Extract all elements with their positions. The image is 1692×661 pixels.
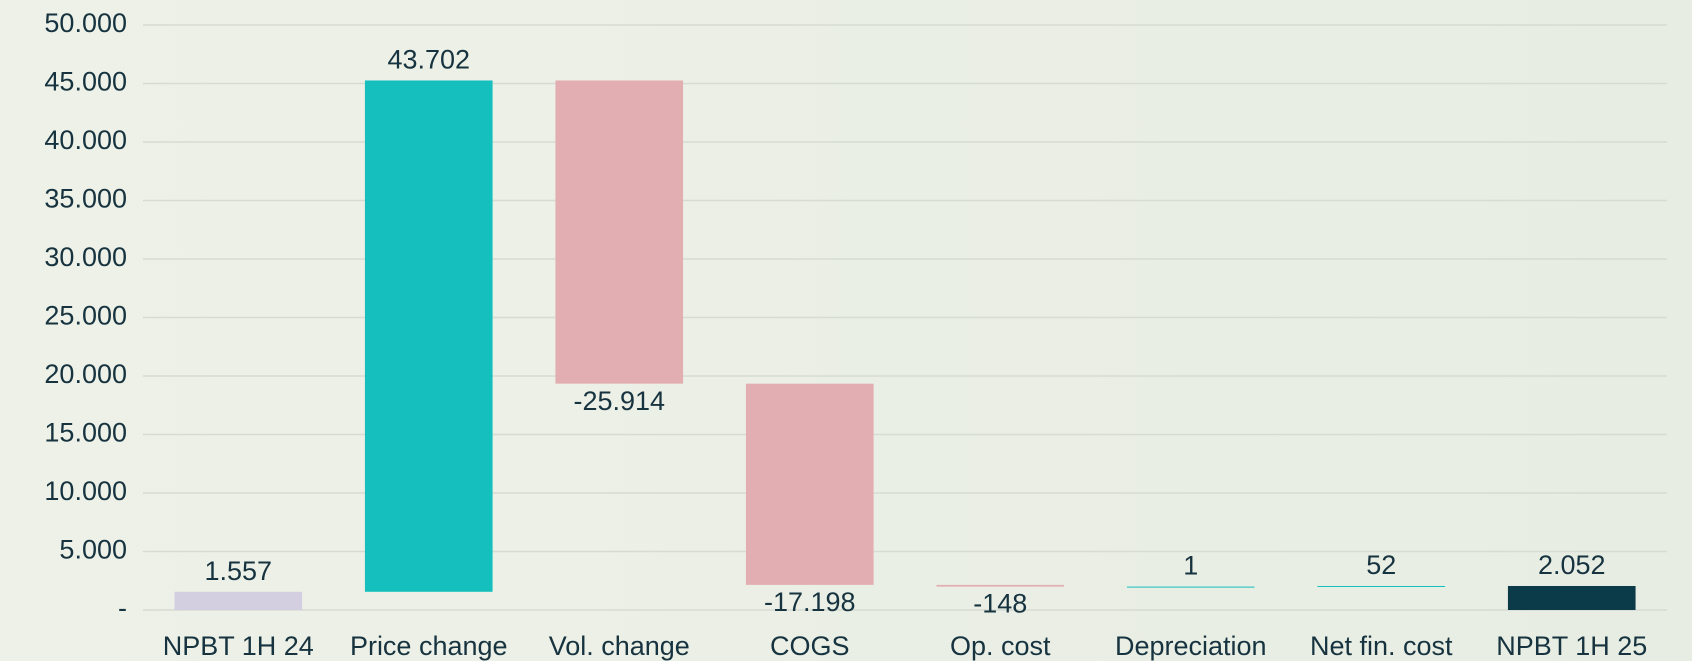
bar bbox=[174, 591, 303, 610]
value-label: 2.052 bbox=[1538, 550, 1606, 580]
y-tick-label: 45.000 bbox=[44, 67, 127, 97]
y-tick-label: 20.000 bbox=[44, 359, 127, 389]
y-tick-label: 30.000 bbox=[44, 242, 127, 272]
x-tick-label: Net fin. cost bbox=[1310, 631, 1453, 661]
bar bbox=[745, 383, 874, 585]
bar bbox=[1317, 585, 1446, 587]
y-tick-label: 35.000 bbox=[44, 184, 127, 214]
x-tick-label: Vol. change bbox=[549, 631, 690, 661]
bar bbox=[1507, 585, 1636, 610]
bar bbox=[555, 80, 684, 384]
y-tick-label: 10.000 bbox=[44, 476, 127, 506]
y-tick-label: 25.000 bbox=[44, 301, 127, 331]
value-label: 43.702 bbox=[387, 45, 470, 75]
y-tick-label: 5.000 bbox=[59, 535, 127, 565]
x-tick-label: Price change bbox=[350, 631, 508, 661]
bar bbox=[936, 584, 1065, 587]
x-tick-label: Op. cost bbox=[950, 631, 1051, 661]
x-tick-label: NPBT 1H 24 bbox=[163, 631, 314, 661]
y-tick-label: - bbox=[118, 593, 127, 623]
value-label: -148 bbox=[973, 589, 1027, 619]
x-tick-label: Depreciation bbox=[1115, 631, 1267, 661]
y-tick-label: 50.000 bbox=[44, 8, 127, 38]
x-tick-label: COGS bbox=[770, 631, 850, 661]
y-tick-label: 40.000 bbox=[44, 125, 127, 155]
value-label: 52 bbox=[1366, 550, 1396, 580]
bar bbox=[1126, 586, 1255, 588]
bar bbox=[364, 80, 493, 592]
value-label: -25.914 bbox=[573, 386, 665, 416]
x-tick-label: NPBT 1H 25 bbox=[1496, 631, 1647, 661]
value-label: 1 bbox=[1183, 551, 1198, 581]
value-label: 1.557 bbox=[204, 556, 272, 586]
y-tick-label: 15.000 bbox=[44, 418, 127, 448]
value-label: -17.198 bbox=[764, 587, 856, 617]
